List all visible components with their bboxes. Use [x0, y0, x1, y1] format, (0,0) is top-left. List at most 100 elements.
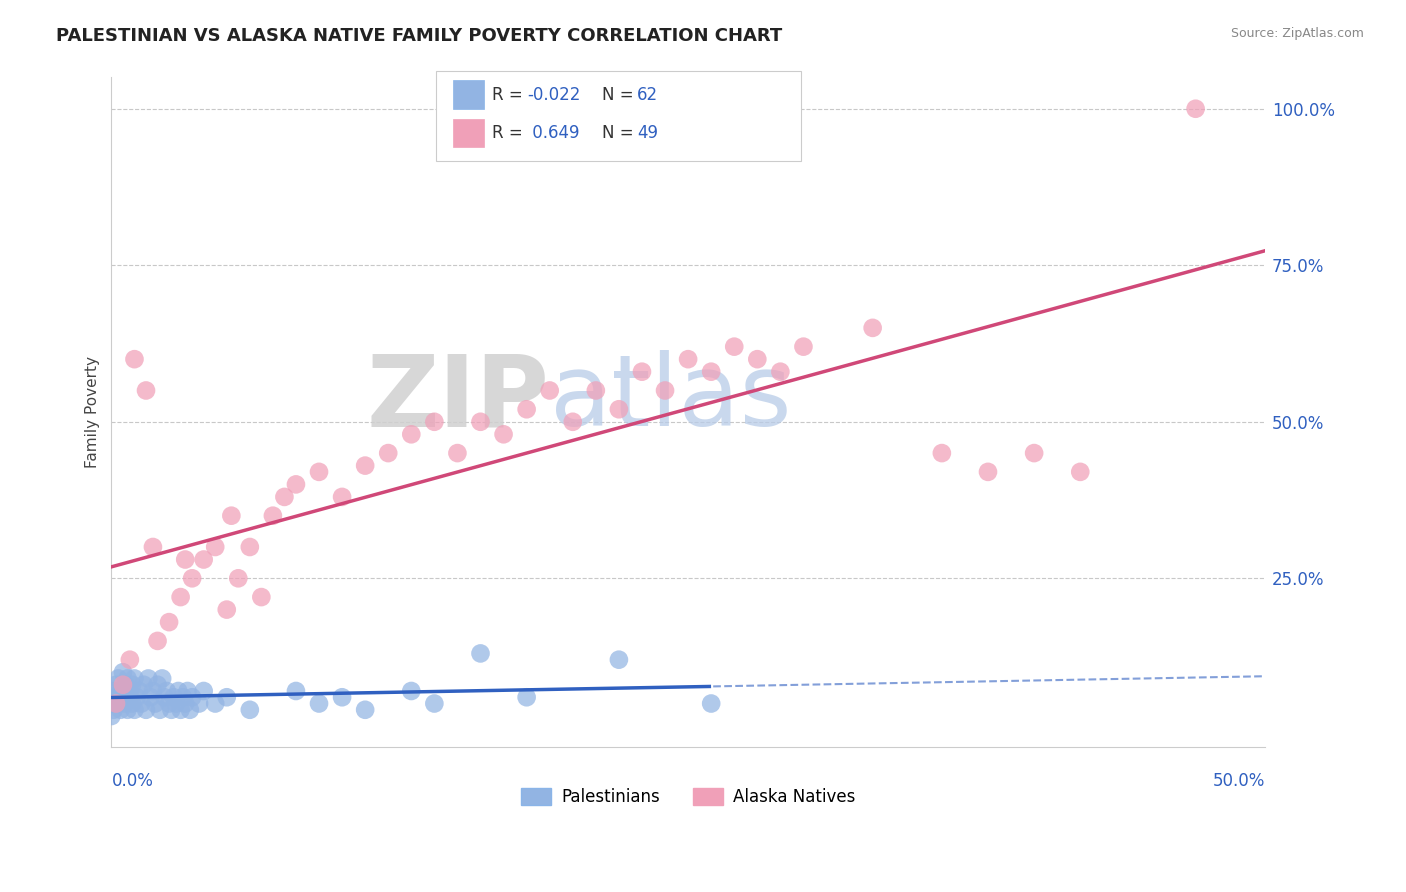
Point [492, 427, 515, 442]
Point [631, 365, 654, 379]
Y-axis label: Family Poverty: Family Poverty [86, 357, 100, 468]
Point [156, 684, 179, 698]
Point [174, 552, 197, 566]
Point [167, 684, 190, 698]
Point [193, 552, 215, 566]
Text: R =: R = [492, 86, 529, 103]
Point [153, 690, 176, 705]
Point [103, 684, 125, 698]
Point [179, 703, 201, 717]
Point [143, 697, 166, 711]
Point [114, 697, 136, 711]
Point [401, 427, 423, 442]
Point [354, 458, 377, 473]
Point [792, 340, 814, 354]
Point [124, 672, 146, 686]
Text: R =: R = [492, 124, 529, 142]
Point [174, 697, 197, 711]
Point [150, 672, 173, 686]
Point [308, 465, 330, 479]
Text: PALESTINIAN VS ALASKA NATIVE FAMILY POVERTY CORRELATION CHART: PALESTINIAN VS ALASKA NATIVE FAMILY POVE… [56, 27, 783, 45]
Point [401, 684, 423, 698]
Point [446, 446, 468, 460]
Point [107, 672, 129, 686]
Point [146, 634, 169, 648]
Point [136, 672, 159, 686]
Point [1024, 446, 1046, 460]
Point [377, 446, 399, 460]
Text: 0.649: 0.649 [527, 124, 579, 142]
Point [181, 571, 204, 585]
Point [132, 678, 155, 692]
Point [160, 703, 183, 717]
Point [131, 697, 153, 711]
Point [105, 697, 128, 711]
Text: -0.022: -0.022 [527, 86, 581, 103]
Point [142, 540, 165, 554]
Point [125, 690, 148, 705]
Text: 62: 62 [637, 86, 658, 103]
Point [654, 384, 676, 398]
Point [103, 703, 125, 717]
Point [215, 690, 238, 705]
Point [157, 697, 180, 711]
Point [262, 508, 284, 523]
Point [149, 703, 172, 717]
Point [354, 703, 377, 717]
Point [176, 684, 198, 698]
Point [107, 697, 129, 711]
Point [188, 697, 211, 711]
Point [121, 678, 143, 692]
Point [330, 490, 353, 504]
Point [931, 446, 953, 460]
Point [118, 690, 141, 705]
Point [172, 690, 194, 705]
Point [747, 352, 769, 367]
Point [561, 415, 583, 429]
Point [100, 697, 122, 711]
Point [516, 402, 538, 417]
Point [215, 602, 238, 616]
Point [117, 703, 139, 717]
Point [607, 402, 630, 417]
Point [700, 365, 723, 379]
Point [423, 415, 446, 429]
Point [118, 684, 141, 698]
Point [117, 672, 139, 686]
Point [100, 709, 122, 723]
Text: 0.0%: 0.0% [111, 772, 153, 790]
Text: ZIP: ZIP [367, 351, 550, 448]
Point [273, 490, 295, 504]
Point [110, 703, 132, 717]
Point [128, 684, 150, 698]
Point [723, 340, 745, 354]
Point [700, 697, 723, 711]
Point [110, 684, 132, 698]
Point [607, 653, 630, 667]
Point [157, 615, 180, 629]
Point [105, 678, 128, 692]
Point [977, 465, 1000, 479]
Point [121, 697, 143, 711]
Point [165, 697, 187, 711]
Text: 50.0%: 50.0% [1212, 772, 1265, 790]
Point [284, 684, 307, 698]
Point [1184, 102, 1206, 116]
Point [114, 678, 136, 692]
Point [239, 703, 262, 717]
Point [204, 540, 226, 554]
Text: atlas: atlas [550, 351, 792, 448]
Point [146, 678, 169, 692]
Text: 49: 49 [637, 124, 658, 142]
Point [169, 590, 191, 604]
Point [221, 508, 243, 523]
Point [124, 352, 146, 367]
Point [124, 703, 146, 717]
Text: N =: N = [602, 124, 638, 142]
Point [308, 697, 330, 711]
Point [111, 690, 134, 705]
Point [118, 653, 141, 667]
Point [470, 415, 492, 429]
Text: Source: ZipAtlas.com: Source: ZipAtlas.com [1230, 27, 1364, 40]
Point [135, 703, 157, 717]
